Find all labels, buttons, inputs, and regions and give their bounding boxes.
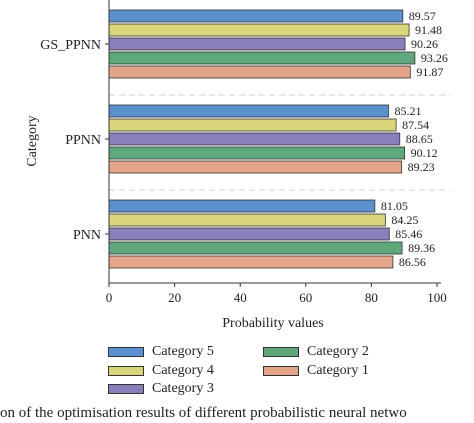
- data-label: 87.54: [402, 118, 429, 132]
- legend-swatch-category-5: [108, 347, 144, 357]
- bar-ppnn-category-1: [108, 160, 403, 174]
- data-label: 86.56: [399, 255, 426, 269]
- bar-ppnn-category-4: [108, 118, 397, 132]
- x-tick-label: 100: [427, 290, 447, 305]
- legend: Category 5 Category 4 Category 3 Categor…: [108, 344, 408, 402]
- data-label: 89.23: [408, 160, 435, 174]
- data-label: 90.12: [411, 146, 438, 160]
- x-tick-label: 0: [106, 290, 113, 305]
- bar-pnn-category-3: [108, 227, 390, 241]
- x-axis-label: Probability values: [222, 316, 324, 331]
- legend-label: Category 2: [307, 344, 369, 359]
- figure-caption: on of the optimisation results of differ…: [0, 405, 407, 421]
- legend-item-category-3: Category 3: [108, 381, 214, 397]
- data-label: 81.05: [381, 199, 408, 213]
- bar-gs_ppnn-category-3: [108, 37, 406, 51]
- bar-pnn-category-5: [108, 199, 376, 213]
- y-tick-label: GS_PPNN: [40, 38, 101, 53]
- data-label: 91.87: [416, 65, 443, 79]
- data-label: 89.57: [409, 9, 436, 23]
- legend-label: Category 1: [307, 363, 369, 378]
- x-tick-label: 80: [365, 290, 378, 305]
- bar-gs_ppnn-category-2: [108, 51, 416, 65]
- data-label: 89.36: [408, 241, 435, 255]
- data-label: 90.26: [411, 37, 438, 51]
- legend-label: Category 3: [152, 381, 214, 396]
- legend-item-category-2: Category 2: [263, 344, 369, 360]
- y-tick-label: PPNN: [65, 133, 101, 148]
- y-axis-label: Category: [25, 115, 40, 166]
- x-tick-label: 60: [299, 290, 312, 305]
- bar-gs_ppnn-category-5: [108, 9, 404, 23]
- x-tick-label: 40: [234, 290, 247, 305]
- bar-gs_ppnn-category-4: [108, 23, 410, 37]
- bar-pnn-category-1: [108, 255, 394, 269]
- data-label: 93.26: [421, 51, 448, 65]
- legend-label: Category 5: [152, 344, 214, 359]
- legend-item-category-5: Category 5: [108, 344, 214, 360]
- y-tick-label: PNN: [73, 228, 101, 243]
- bar-ppnn-category-2: [108, 146, 405, 160]
- bar-gs_ppnn-category-1: [108, 65, 411, 79]
- legend-swatch-category-1: [263, 366, 299, 376]
- x-tick-label: 20: [168, 290, 181, 305]
- legend-item-category-1: Category 1: [263, 363, 369, 379]
- bar-pnn-category-2: [108, 241, 403, 255]
- legend-label: Category 4: [152, 363, 214, 378]
- legend-swatch-category-4: [108, 366, 144, 376]
- data-label: 85.46: [395, 227, 422, 241]
- data-label: 88.65: [406, 132, 433, 146]
- bar-ppnn-category-5: [108, 104, 389, 118]
- data-label: 91.48: [415, 23, 442, 37]
- data-label: 85.21: [394, 104, 421, 118]
- legend-item-category-4: Category 4: [108, 363, 214, 379]
- bar-pnn-category-4: [108, 213, 386, 227]
- data-label: 84.25: [391, 213, 418, 227]
- legend-swatch-category-3: [108, 384, 144, 394]
- bar-ppnn-category-3: [108, 132, 401, 146]
- legend-swatch-category-2: [263, 347, 299, 357]
